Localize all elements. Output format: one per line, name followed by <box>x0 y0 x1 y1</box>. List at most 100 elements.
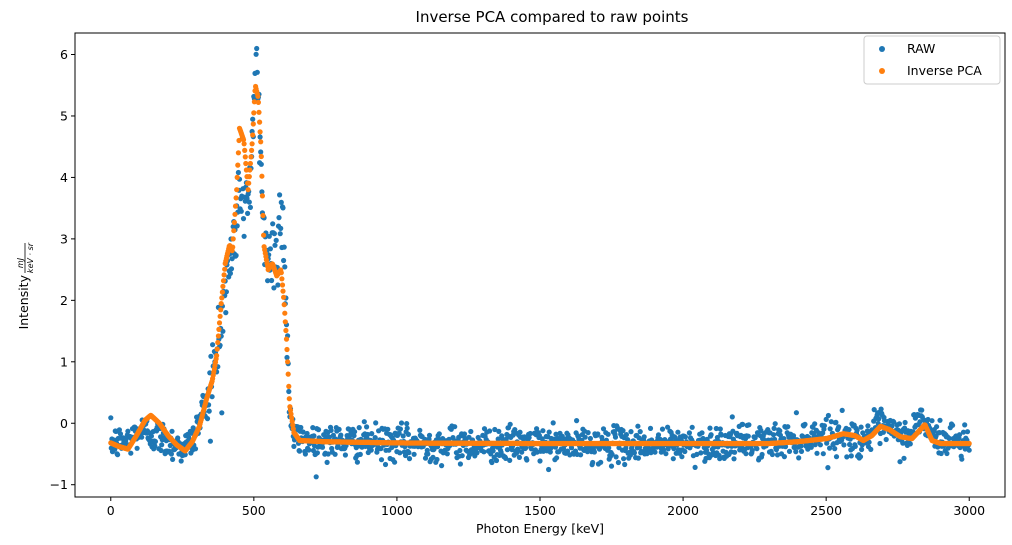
data-point <box>781 454 788 460</box>
data-point <box>241 233 247 239</box>
data-point <box>663 451 669 457</box>
data-point <box>281 294 287 300</box>
data-point <box>546 466 552 473</box>
data-point <box>814 450 820 456</box>
data-point <box>247 167 253 173</box>
data-point <box>182 452 188 458</box>
data-point <box>857 454 864 460</box>
data-point <box>250 116 256 122</box>
data-point <box>777 428 783 434</box>
data-point <box>487 428 493 434</box>
data-point <box>825 412 832 419</box>
data-point <box>825 465 831 471</box>
data-point <box>313 474 319 480</box>
data-point <box>125 428 131 434</box>
data-point <box>220 328 226 334</box>
data-point <box>219 289 225 295</box>
data-point <box>929 418 935 424</box>
data-point <box>481 449 487 455</box>
data-point <box>665 424 671 430</box>
data-point <box>833 454 840 460</box>
data-point <box>749 447 755 453</box>
data-point <box>743 451 749 457</box>
data-point <box>365 431 371 438</box>
data-point <box>550 420 556 426</box>
data-point <box>839 407 845 413</box>
legend: RAW Inverse PCA <box>863 35 1001 85</box>
data-point <box>584 449 591 455</box>
data-point <box>758 427 764 434</box>
data-point <box>827 445 833 451</box>
data-point <box>546 429 552 435</box>
data-point <box>310 425 316 431</box>
data-point <box>582 434 588 440</box>
data-point <box>284 354 290 361</box>
data-point <box>246 180 252 186</box>
data-point <box>246 174 252 180</box>
data-point <box>400 433 406 439</box>
data-point <box>731 456 737 462</box>
data-point <box>934 424 940 430</box>
data-point <box>578 452 584 458</box>
data-point <box>255 93 261 99</box>
x-tick-label: 0 <box>107 503 115 518</box>
plot-frame <box>74 32 1006 498</box>
data-point <box>793 449 799 455</box>
data-point <box>828 419 834 425</box>
data-point <box>434 456 440 463</box>
data-point <box>406 450 412 456</box>
data-point <box>537 458 543 464</box>
data-point <box>732 449 738 455</box>
data-point <box>281 244 287 250</box>
data-point <box>821 423 828 429</box>
data-point <box>854 427 860 433</box>
data-point <box>251 110 257 116</box>
data-point <box>304 430 310 437</box>
data-point <box>232 211 238 217</box>
data-point <box>613 454 619 460</box>
data-point <box>243 160 249 167</box>
data-point <box>503 455 509 461</box>
data-point <box>823 416 829 422</box>
data-point <box>817 442 824 448</box>
data-point <box>547 449 553 455</box>
data-point <box>291 443 297 449</box>
data-point <box>553 431 559 437</box>
data-point <box>519 449 525 455</box>
data-point <box>108 415 114 421</box>
data-point <box>661 447 667 453</box>
data-point <box>134 445 140 451</box>
data-point <box>247 204 253 210</box>
marks-layer <box>108 45 972 480</box>
data-point <box>218 301 224 307</box>
data-point <box>759 451 765 458</box>
legend-box <box>863 35 1001 85</box>
data-point <box>272 242 278 248</box>
data-point <box>436 431 442 437</box>
data-point <box>539 436 545 442</box>
data-point <box>352 429 358 435</box>
data-point <box>493 457 500 464</box>
x-tick-label: 2500 <box>810 503 842 518</box>
data-point <box>271 285 277 291</box>
data-point <box>222 266 228 272</box>
data-point <box>361 419 367 425</box>
data-point <box>466 434 472 440</box>
data-point <box>311 433 317 439</box>
data-point <box>283 327 289 334</box>
data-point <box>956 432 963 438</box>
data-point <box>285 371 291 377</box>
data-point <box>242 147 248 153</box>
data-point <box>250 121 256 127</box>
data-point <box>404 421 410 427</box>
data-point <box>679 454 685 460</box>
data-point <box>615 459 622 466</box>
data-point <box>612 434 619 440</box>
data-point <box>250 132 256 138</box>
data-point <box>241 141 247 147</box>
data-point <box>846 427 852 433</box>
data-point <box>275 282 281 288</box>
data-point <box>492 426 498 433</box>
data-point <box>627 452 634 458</box>
